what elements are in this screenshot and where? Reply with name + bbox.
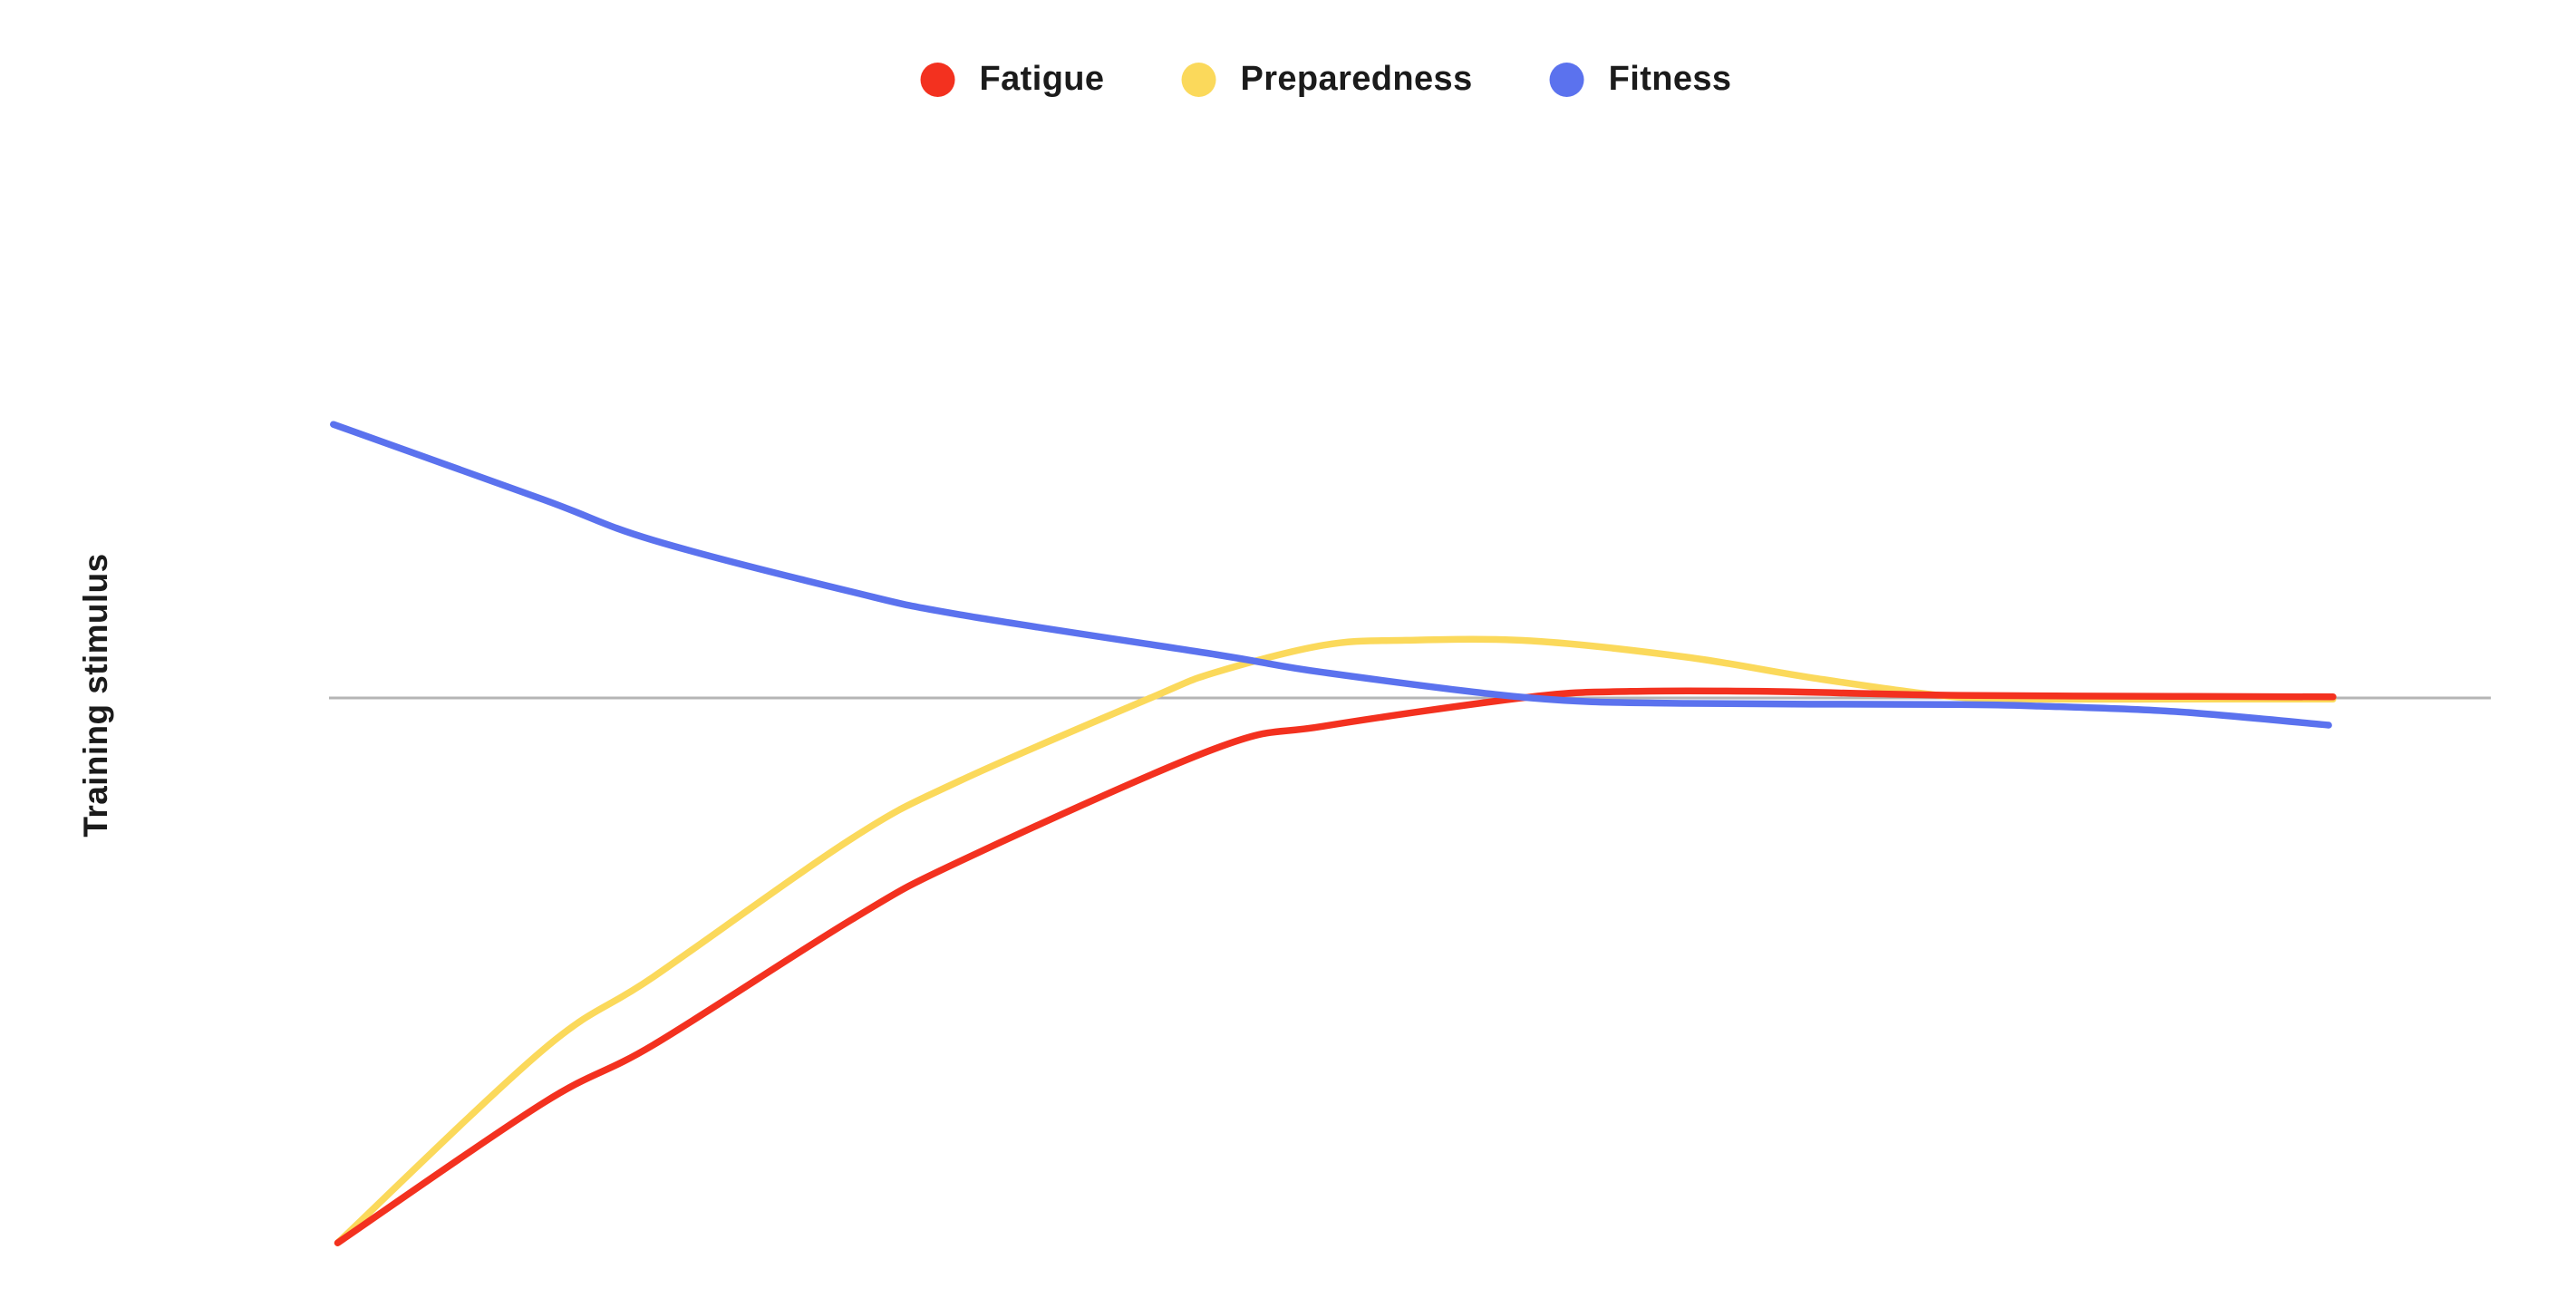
legend-item-fitness: Fitness [1549, 60, 1732, 99]
fatigue-curve [334, 687, 2337, 1246]
fitness-dot-icon [1549, 62, 1584, 97]
legend-item-preparedness: Preparedness [1181, 60, 1472, 99]
preparedness-curve [334, 635, 2337, 1246]
fatigue-dot-icon [920, 62, 955, 97]
legend-item-fatigue: Fatigue [920, 60, 1105, 99]
preparedness-dot-icon [1181, 62, 1216, 97]
legend-label-fatigue: Fatigue [979, 60, 1105, 98]
legend: Fatigue Preparedness Fitness [920, 60, 1732, 99]
fitness-curve [330, 421, 2332, 729]
legend-label-fitness: Fitness [1608, 60, 1732, 98]
legend-label-preparedness: Preparedness [1240, 60, 1473, 98]
y-axis-label: Training stimulus [77, 553, 114, 838]
